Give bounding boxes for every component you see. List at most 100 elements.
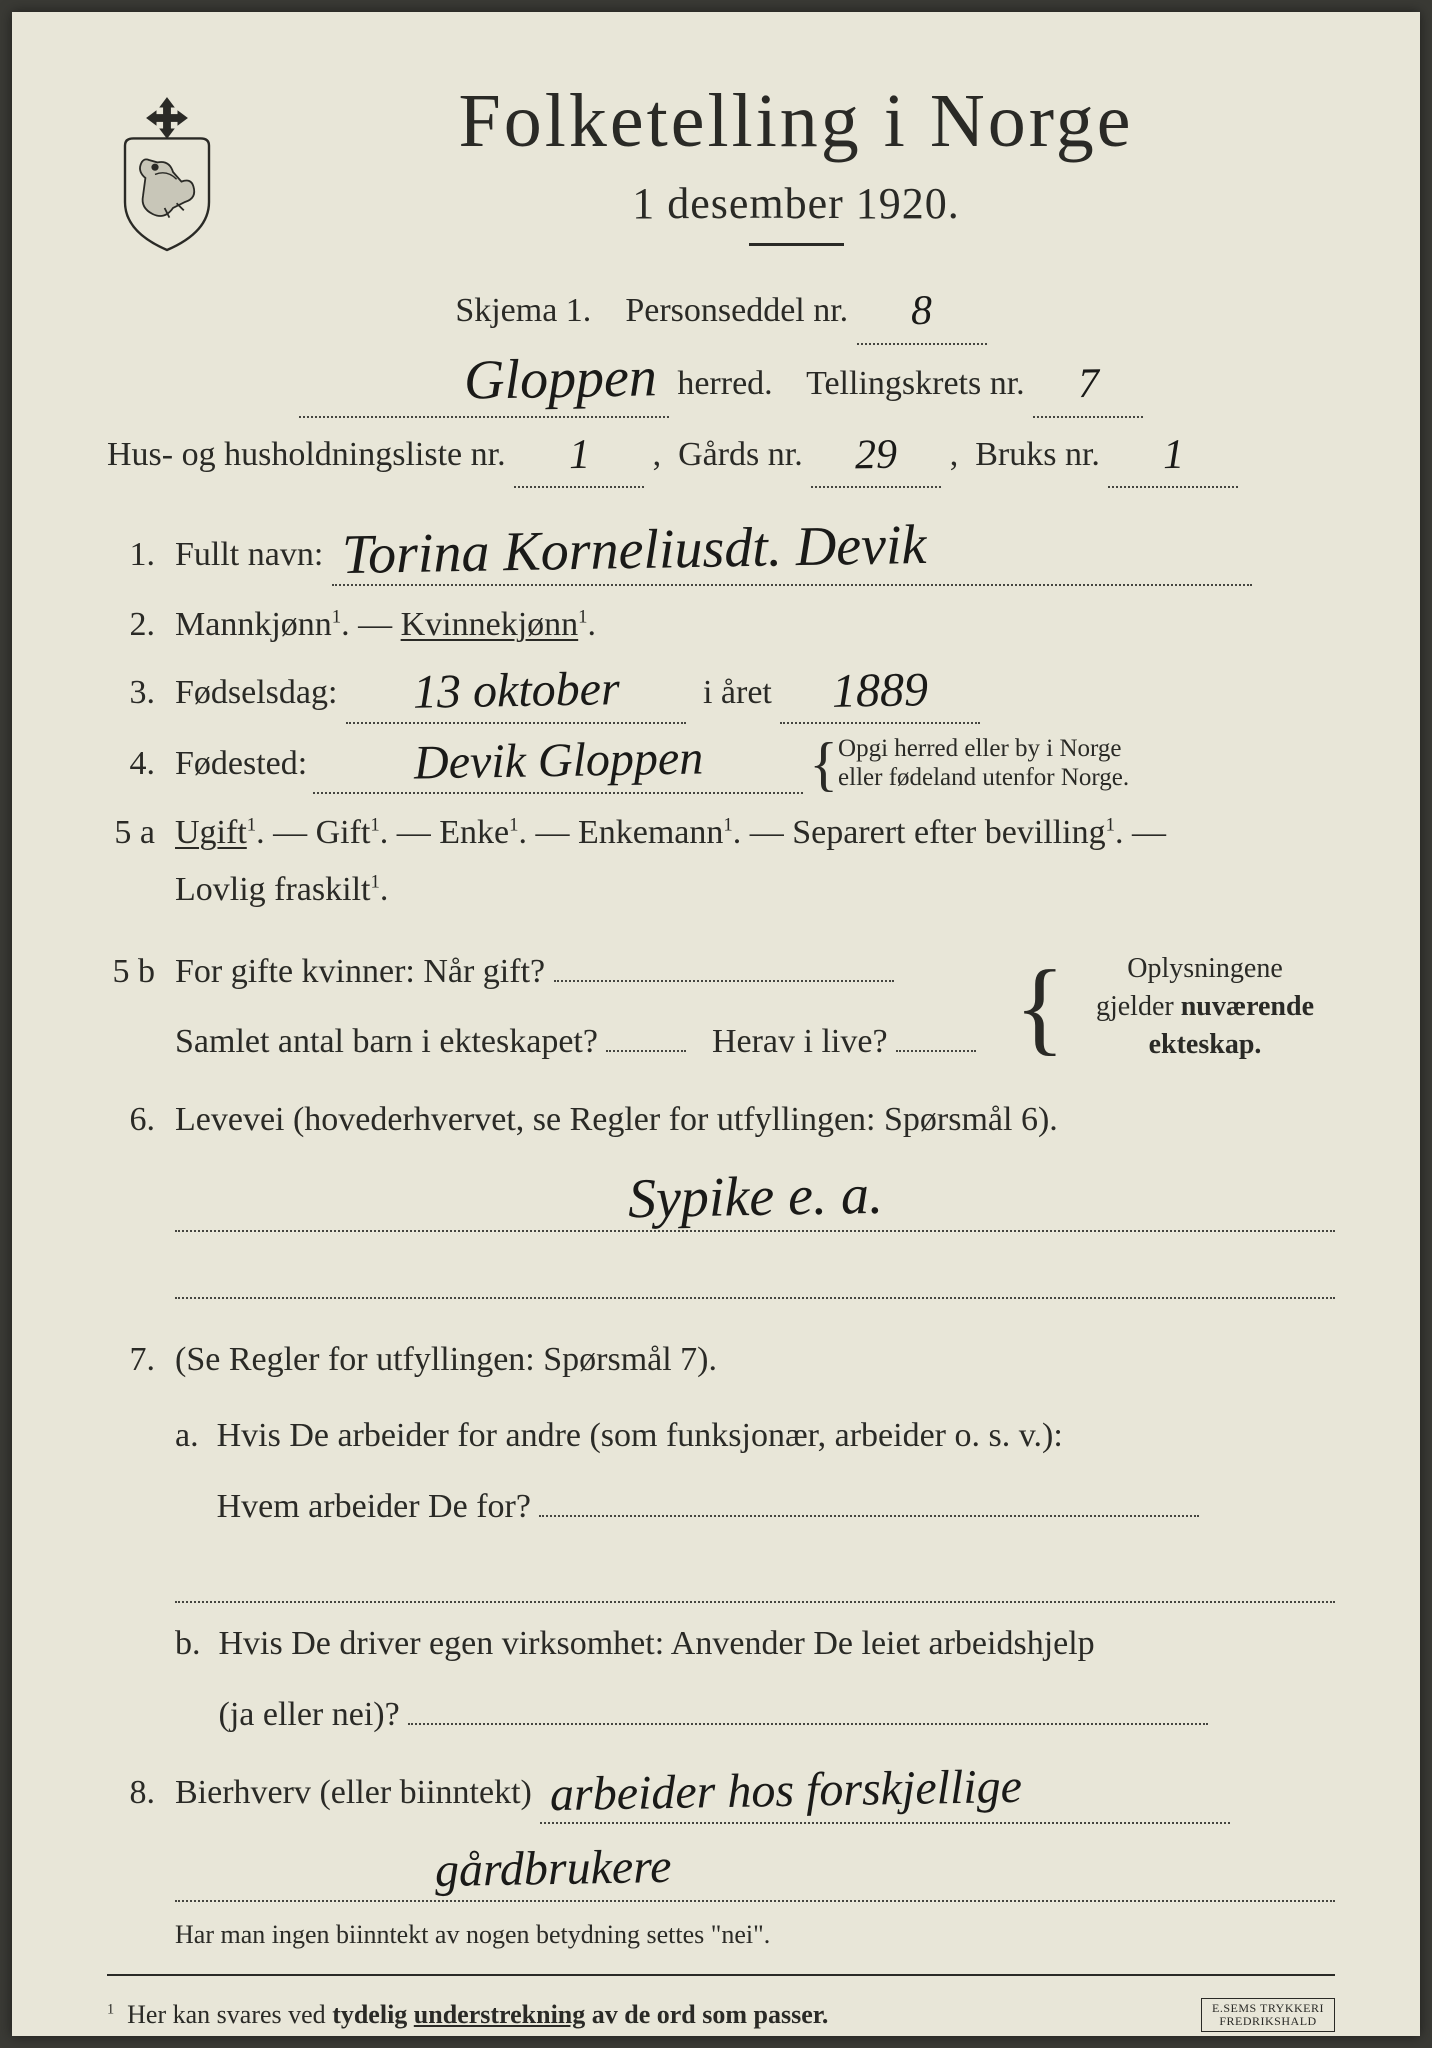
- q2-num: 2.: [107, 596, 155, 654]
- q7a-num: a.: [175, 1407, 199, 1537]
- q5a-num: 5 a: [107, 804, 155, 862]
- q8-value-2: gårdbrukere: [435, 1845, 672, 1892]
- q7a-line2: Hvem arbeider De for?: [217, 1488, 531, 1525]
- q2-kvinne: Kvinnekjønn: [401, 606, 579, 643]
- q8-label: Bierhverv (eller biinntekt): [175, 1774, 532, 1811]
- q4-note-line2: eller fødeland utenfor Norge.: [838, 764, 1129, 791]
- q4-note-line1: Opgi herred eller by i Norge: [838, 735, 1121, 762]
- meta-section: Skjema 1. Personseddel nr. 8 Gloppen her…: [107, 280, 1335, 489]
- q5b-herav-field: [896, 1050, 976, 1052]
- q5a-enkemann: Enkemann: [578, 814, 723, 851]
- q1-field: Torina Korneliusdt. Devik: [332, 522, 1252, 586]
- coat-of-arms-icon: [107, 87, 227, 257]
- q7a-line1: Hvis De arbeider for andre (som funksjon…: [217, 1407, 1335, 1465]
- header: Folketelling i Norge 1 desember 1920.: [107, 82, 1335, 270]
- tellingskrets-field: 7: [1033, 353, 1143, 418]
- q4-label: Fødested:: [175, 735, 307, 793]
- q6-value: Sypike e. a.: [627, 1169, 883, 1224]
- q5a-fraskilt: Lovlig fraskilt: [175, 871, 370, 908]
- main-title: Folketelling i Norge: [257, 82, 1335, 162]
- q8-row: 8. Bierhverv (eller biinntekt) arbeider …: [107, 1764, 1335, 1951]
- q7-num: 7.: [107, 1331, 155, 1389]
- q1-num: 1.: [107, 526, 155, 584]
- q3-row: 3. Fødselsdag: 13 oktober i året 1889: [107, 664, 1335, 724]
- footer-divider: [107, 1974, 1335, 1976]
- census-form-page: Folketelling i Norge 1 desember 1920. Sk…: [12, 12, 1420, 2036]
- q1-value: Torina Korneliusdt. Devik: [341, 520, 926, 581]
- q3-day-field: 13 oktober: [346, 664, 686, 724]
- q6-label: Levevei (hovederhvervet, se Regler for u…: [175, 1101, 1058, 1138]
- q4-field: Devik Gloppen: [313, 734, 803, 794]
- title-block: Folketelling i Norge 1 desember 1920.: [257, 82, 1335, 270]
- bruks-label: Bruks nr.: [975, 436, 1100, 473]
- q6-num: 6.: [107, 1091, 155, 1149]
- q7b-num: b.: [175, 1615, 201, 1745]
- q6-field-2: [175, 1244, 1335, 1298]
- gards-value: 29: [855, 436, 898, 475]
- skjema-label: Skjema 1.: [455, 292, 591, 329]
- q4-value: Devik Gloppen: [413, 736, 703, 784]
- q5b-note: Oplysningene gjelder nuværende ekteskap.: [1075, 950, 1335, 1063]
- title-divider: [749, 243, 844, 246]
- brace-icon: {: [809, 743, 838, 785]
- personseddel-value: 8: [911, 293, 933, 331]
- skjema-line: Skjema 1. Personseddel nr. 8: [107, 280, 1335, 345]
- husliste-field: 1: [514, 424, 644, 489]
- personseddel-label: Personseddel nr.: [625, 292, 848, 329]
- q3-day-value: 13 oktober: [412, 667, 619, 714]
- tellingskrets-value: 7: [1077, 366, 1099, 404]
- q5a-enke: Enke: [439, 814, 509, 851]
- q2-row: 2. Mannkjønn1. — Kvinnekjønn1.: [107, 596, 1335, 654]
- q8-field-2: gårdbrukere: [175, 1842, 1335, 1902]
- q3-mid: i året: [703, 674, 772, 711]
- herred-field: Gloppen: [299, 351, 669, 418]
- q5b-num: 5 b: [107, 943, 155, 1001]
- q5b-gift-label: For gifte kvinner: Når gift?: [175, 953, 545, 990]
- husliste-value: 1: [568, 436, 590, 474]
- q3-year-field: 1889: [780, 664, 980, 724]
- footnote: 1 Her kan svares ved tydelig understrekn…: [107, 2000, 828, 2030]
- herred-value: Gloppen: [464, 352, 658, 406]
- q3-label: Fødselsdag:: [175, 674, 337, 711]
- herred-line: Gloppen herred. Tellingskrets nr. 7: [107, 351, 1335, 418]
- q5a-separert: Separert efter bevilling: [792, 814, 1105, 851]
- q8-note: Har man ingen biinntekt av nogen betydni…: [175, 1918, 1335, 1952]
- personseddel-field: 8: [857, 280, 987, 345]
- q5b-barn-field: [606, 1050, 686, 1052]
- subtitle: 1 desember 1920.: [257, 178, 1335, 229]
- q7b-field: [408, 1723, 1208, 1725]
- q7-label: (Se Regler for utfyllingen: Spørsmål 7).: [175, 1341, 717, 1378]
- husliste-line: Hus- og husholdningsliste nr. 1 , Gårds …: [107, 424, 1335, 489]
- q8-num: 8.: [107, 1764, 155, 1822]
- q4-num: 4.: [107, 735, 155, 793]
- q7b-line1: Hvis De driver egen virksomhet: Anvender…: [219, 1615, 1336, 1673]
- gards-field: 29: [811, 424, 941, 489]
- husliste-label: Hus- og husholdningsliste nr.: [107, 436, 506, 473]
- q8-field-1: arbeider hos forskjellige: [540, 1764, 1230, 1824]
- q5a-gift: Gift: [316, 814, 371, 851]
- bruks-field: 1: [1108, 424, 1238, 489]
- tellingskrets-label: Tellingskrets nr.: [806, 365, 1025, 402]
- footnote-row: 1 Her kan svares ved tydelig understrekn…: [107, 1998, 1335, 2032]
- q7a-field-2: [175, 1548, 1335, 1602]
- q1-row: 1. Fullt navn: Torina Korneliusdt. Devik: [107, 522, 1335, 586]
- q7-row: 7. (Se Regler for utfyllingen: Spørsmål …: [107, 1331, 1335, 1744]
- herred-label: herred.: [677, 365, 772, 402]
- q7b-line2: (ja eller nei)?: [219, 1696, 400, 1733]
- q7a-field: [539, 1515, 1199, 1517]
- q1-label: Fullt navn:: [175, 536, 323, 573]
- q6-field: Sypike e. a.: [175, 1169, 1335, 1233]
- q5b-gift-field: [554, 980, 894, 982]
- q3-num: 3.: [107, 664, 155, 722]
- q6-row: 6. Levevei (hovederhvervet, se Regler fo…: [107, 1091, 1335, 1311]
- q2-mann: Mannkjønn: [175, 606, 332, 643]
- q5a-ugift: Ugift: [175, 814, 247, 851]
- q4-note: { Opgi herred eller by i Norge eller fød…: [809, 735, 1129, 793]
- printer-stamp: E.SEMS TRYKKERI FREDRIKSHALD: [1201, 1998, 1335, 2032]
- q8-value-1: arbeider hos forskjellige: [550, 1765, 1023, 1816]
- q5b-barn-label: Samlet antal barn i ekteskapet?: [175, 1023, 598, 1060]
- q5a-row: 5 a Ugift1. — Gift1. — Enke1. — Enkemann…: [107, 804, 1335, 920]
- gards-label: Gårds nr.: [678, 436, 803, 473]
- q5b-row: 5 b For gifte kvinner: Når gift? Samlet …: [107, 943, 1335, 1071]
- bruks-value: 1: [1163, 436, 1185, 474]
